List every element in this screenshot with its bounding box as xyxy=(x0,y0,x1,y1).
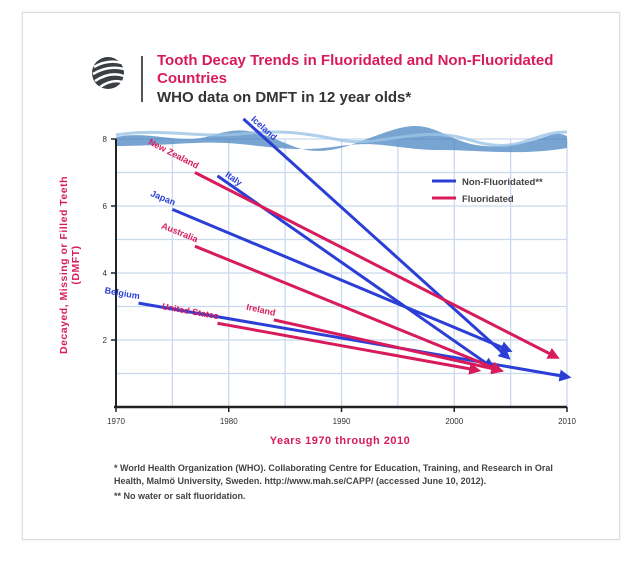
series-line-ireland xyxy=(273,318,504,375)
x-tick-label: 1980 xyxy=(220,417,238,426)
series-line-iceland xyxy=(242,117,511,360)
y-axis-label: Decayed, Missing or Filled Teeth (DMFT) xyxy=(58,176,82,355)
footnote-no-fluoridation: ** No water or salt fluoridation. xyxy=(114,491,246,501)
chart-title: Tooth Decay Trends in Fluoridated and No… xyxy=(157,52,554,87)
x-tick-label: 1990 xyxy=(333,417,351,426)
series-line-united-states xyxy=(217,321,482,375)
title-divider xyxy=(141,56,143,102)
series-label: United States xyxy=(161,301,219,321)
water-wave-graphic xyxy=(116,126,567,153)
series-label: Belgium xyxy=(104,285,141,301)
x-tick-label: 2010 xyxy=(558,417,576,426)
x-tick-label: 1970 xyxy=(107,417,125,426)
legend-label: Fluoridated xyxy=(462,194,514,205)
water-wave-highlight xyxy=(115,130,568,147)
x-axis-label: Years 1970 through 2010 xyxy=(269,435,411,447)
y-tick-label: 8 xyxy=(103,135,108,144)
series-label: Australia xyxy=(160,221,200,245)
series-line-new-zealand xyxy=(194,171,560,359)
footnote-source: * World Health Organization (WHO). Colla… xyxy=(114,463,553,486)
figure-frame xyxy=(22,12,620,540)
y-tick-label: 2 xyxy=(103,336,108,345)
x-tick-label: 2000 xyxy=(445,417,463,426)
series-line-australia xyxy=(194,244,504,373)
y-tick-label: 4 xyxy=(103,269,108,278)
logo-icon xyxy=(92,57,125,89)
series-line-japan xyxy=(171,207,513,353)
y-tick-label: 6 xyxy=(103,202,108,211)
legend-label: Non-Fluoridated** xyxy=(462,177,543,188)
chart-subtitle: WHO data on DMFT in 12 year olds* xyxy=(157,89,412,106)
series-label: Ireland xyxy=(245,302,276,318)
